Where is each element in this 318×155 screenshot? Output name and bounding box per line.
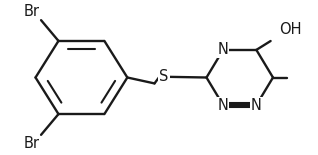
Text: Br: Br: [24, 136, 40, 151]
Text: Br: Br: [24, 4, 40, 19]
Text: OH: OH: [279, 22, 302, 37]
Text: N: N: [251, 98, 262, 113]
Text: N: N: [218, 42, 229, 57]
Text: N: N: [218, 98, 229, 113]
Text: S: S: [159, 69, 169, 84]
